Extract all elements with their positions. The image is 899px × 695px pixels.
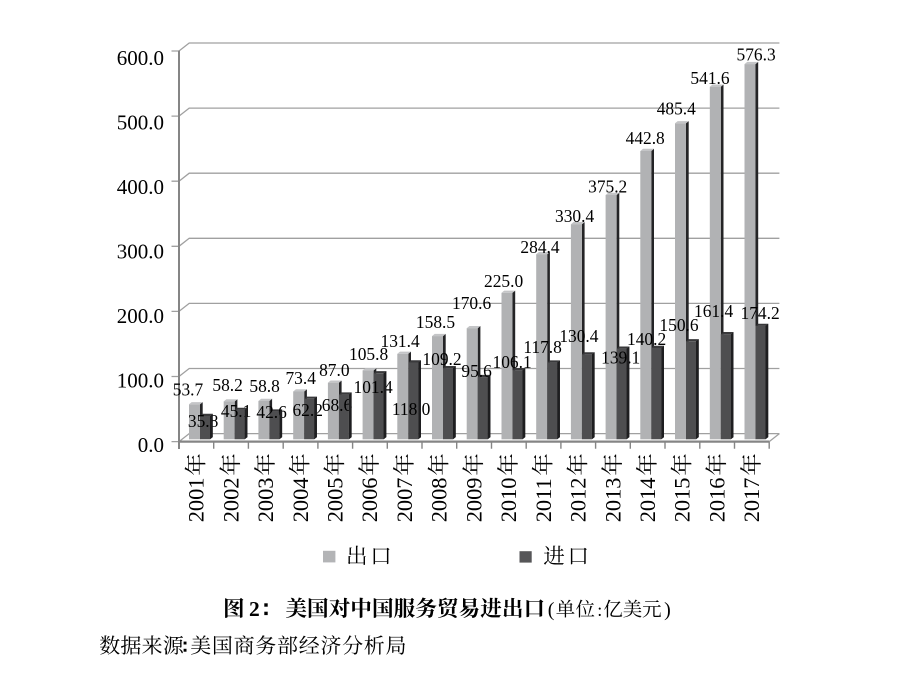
svg-text:35.8: 35.8 <box>188 411 219 431</box>
svg-text:2007: 2007 <box>392 478 417 523</box>
svg-text:2008: 2008 <box>427 478 452 523</box>
svg-text:117.8: 117.8 <box>523 337 562 357</box>
svg-text:105.8: 105.8 <box>349 344 388 364</box>
svg-text:170.6: 170.6 <box>452 293 491 313</box>
svg-text:100.0: 100.0 <box>117 369 164 393</box>
svg-text:): ) <box>664 599 671 621</box>
svg-text:161.4: 161.4 <box>694 301 733 321</box>
svg-text:2016: 2016 <box>704 478 729 523</box>
svg-text:58.8: 58.8 <box>249 376 280 396</box>
svg-text:62.2: 62.2 <box>292 400 322 420</box>
svg-text:45.1: 45.1 <box>221 401 251 421</box>
svg-text:174.2: 174.2 <box>741 303 780 323</box>
svg-text:95.6: 95.6 <box>461 361 492 381</box>
svg-text:2009: 2009 <box>461 478 486 523</box>
svg-text:2013: 2013 <box>600 478 625 523</box>
svg-text:130.4: 130.4 <box>559 326 598 346</box>
svg-text:2001: 2001 <box>184 478 209 523</box>
svg-text:(: ( <box>548 599 555 621</box>
svg-text:400.0: 400.0 <box>117 175 164 199</box>
svg-text:2012: 2012 <box>566 478 591 523</box>
svg-text:541.6: 541.6 <box>690 68 729 88</box>
svg-text::: : <box>597 600 602 620</box>
svg-text:139.1: 139.1 <box>601 348 640 368</box>
svg-text:42.6: 42.6 <box>256 402 287 422</box>
svg-text:106.1: 106.1 <box>493 352 532 372</box>
svg-text:158.5: 158.5 <box>416 312 455 332</box>
svg-text:485.4: 485.4 <box>657 99 696 119</box>
svg-text:131.4: 131.4 <box>381 331 420 351</box>
svg-text:225.0: 225.0 <box>484 271 523 291</box>
svg-text:330.4: 330.4 <box>555 206 594 226</box>
svg-text:140.2: 140.2 <box>627 329 666 349</box>
svg-text:500.0: 500.0 <box>117 111 164 135</box>
svg-text:2004: 2004 <box>288 478 313 523</box>
svg-text:2015: 2015 <box>670 478 695 523</box>
svg-text:2017: 2017 <box>739 478 764 523</box>
svg-text:150.6: 150.6 <box>659 315 698 335</box>
svg-text:0.0: 0.0 <box>138 433 164 457</box>
svg-text:2002: 2002 <box>218 478 243 523</box>
svg-text:576.3: 576.3 <box>737 44 776 64</box>
svg-text:118.0: 118.0 <box>392 399 431 419</box>
svg-text:442.8: 442.8 <box>626 128 665 148</box>
svg-text:101.4: 101.4 <box>354 377 393 397</box>
svg-text:73.4: 73.4 <box>285 368 316 388</box>
svg-text:600.0: 600.0 <box>117 46 164 70</box>
svg-text:2005: 2005 <box>323 478 348 523</box>
svg-text:2006: 2006 <box>357 478 382 523</box>
svg-text:2011: 2011 <box>531 478 556 522</box>
svg-text:300.0: 300.0 <box>117 240 164 264</box>
svg-text:200.0: 200.0 <box>117 304 164 328</box>
svg-text:375.2: 375.2 <box>588 177 627 197</box>
svg-text:284.4: 284.4 <box>520 237 559 257</box>
svg-text:87.0: 87.0 <box>319 360 350 380</box>
svg-text:2003: 2003 <box>253 478 278 523</box>
svg-text:2014: 2014 <box>635 478 660 523</box>
svg-text:53.7: 53.7 <box>173 380 204 400</box>
svg-text:2: 2 <box>249 597 260 621</box>
svg-text:2010: 2010 <box>496 478 521 523</box>
svg-text:68.6: 68.6 <box>322 395 353 415</box>
svg-text:58.2: 58.2 <box>212 375 242 395</box>
svg-text:109.2: 109.2 <box>422 349 461 369</box>
